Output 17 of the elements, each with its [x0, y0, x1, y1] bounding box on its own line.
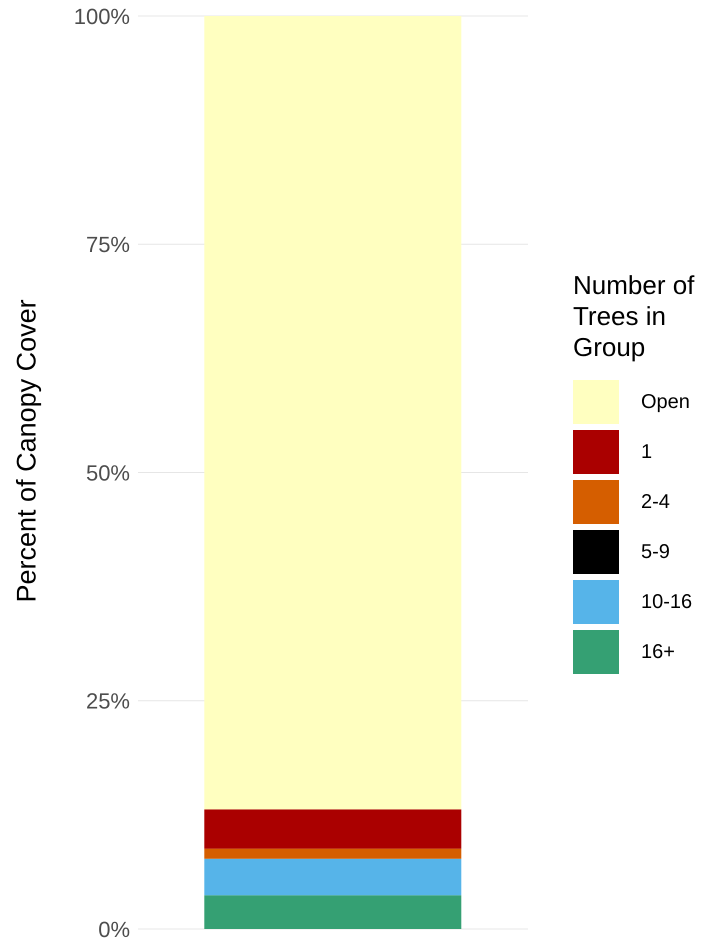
y-tick-label: 50% [86, 460, 130, 486]
legend-label: 5-9 [641, 540, 670, 564]
legend-label: 1 [641, 440, 652, 464]
y-tick-label: 25% [86, 688, 130, 714]
bar [204, 809, 462, 849]
bar [204, 858, 462, 896]
legend-title: Number of Trees in Group [573, 270, 696, 363]
legend-label: 16+ [641, 640, 675, 664]
legend-label: 2-4 [641, 490, 670, 514]
bar [204, 895, 462, 929]
y-tick-label: 0% [98, 916, 130, 942]
bar [204, 848, 462, 859]
y-tick-label: 75% [86, 232, 130, 258]
legend-label: Open [641, 390, 690, 414]
legend-label: 10-16 [641, 590, 692, 614]
y-axis-title: Percent of Canopy Cover [12, 299, 42, 602]
y-tick-label: 100% [74, 4, 130, 29]
